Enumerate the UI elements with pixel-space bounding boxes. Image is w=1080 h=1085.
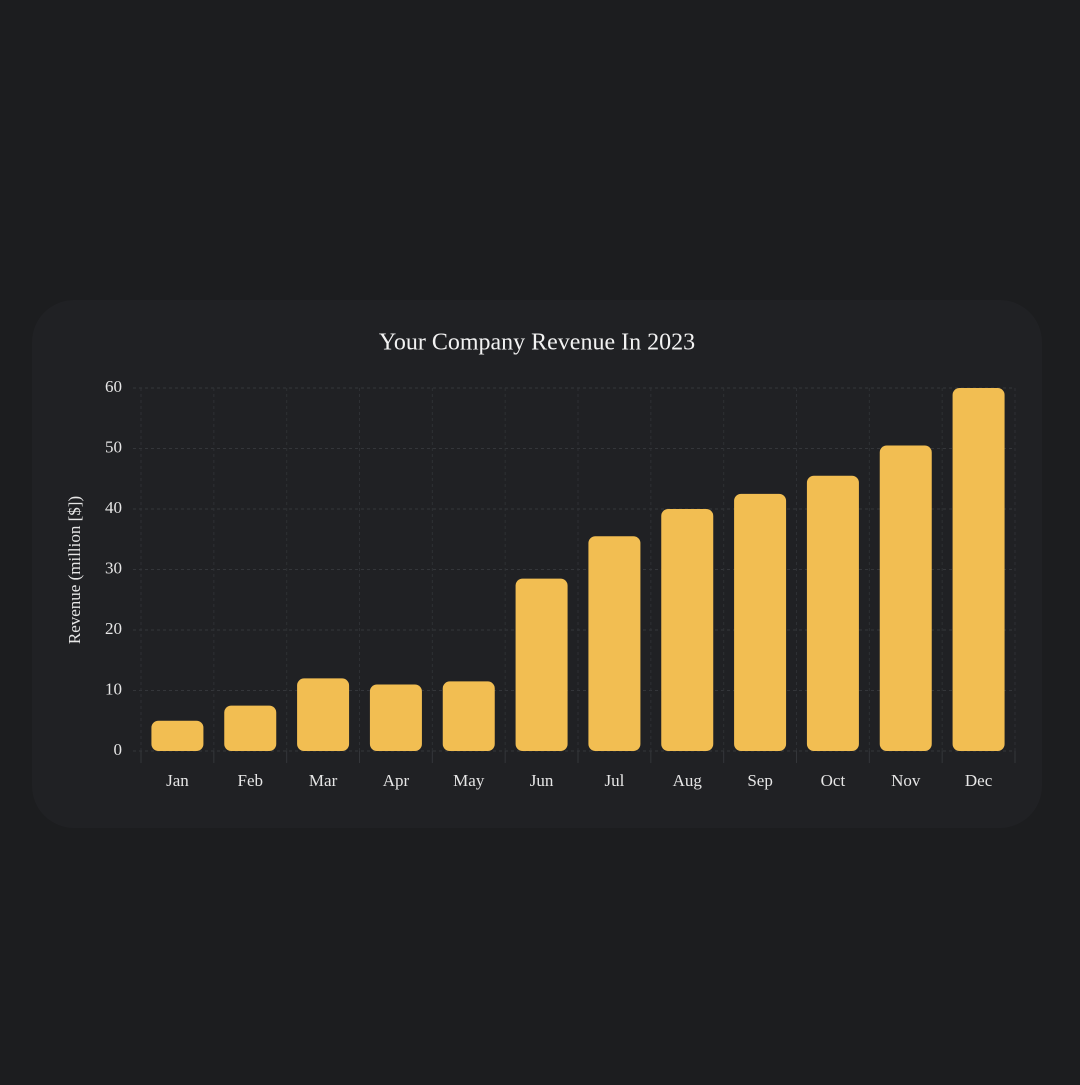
x-tick-label: Aug <box>673 771 703 790</box>
x-tick-label: Jul <box>604 771 624 790</box>
x-tick-label: Jan <box>166 771 189 790</box>
y-tick-label: 50 <box>105 437 122 456</box>
bar <box>661 509 714 751</box>
y-axis-title: Revenue (million [$]) <box>65 496 84 644</box>
x-tick-label: Oct <box>821 771 846 790</box>
bar <box>369 684 422 751</box>
bar <box>806 475 859 751</box>
y-tick-label: 10 <box>105 679 122 698</box>
chart-title: Your Company Revenue In 2023 <box>379 330 695 356</box>
x-tick-label: Mar <box>309 771 338 790</box>
x-tick-label: Feb <box>238 771 264 790</box>
x-tick-label: Dec <box>965 771 993 790</box>
y-tick-label: 20 <box>105 619 122 638</box>
bar <box>588 536 641 751</box>
y-tick-label: 60 <box>105 377 122 396</box>
x-tick-label: Jun <box>530 771 554 790</box>
y-tick-label: 30 <box>105 558 122 577</box>
bar <box>442 681 495 751</box>
bar <box>734 493 787 751</box>
x-tick-label: Sep <box>747 771 773 790</box>
bar <box>151 720 204 751</box>
card <box>32 300 1042 828</box>
y-tick-label: 0 <box>114 740 123 759</box>
x-tick-label: May <box>453 771 485 790</box>
bar <box>879 445 932 751</box>
bar <box>297 678 350 751</box>
y-tick-label: 40 <box>105 498 122 517</box>
x-tick-label: Nov <box>891 771 921 790</box>
bar <box>515 578 568 751</box>
bar <box>224 705 277 751</box>
x-tick-label: Apr <box>383 771 410 790</box>
bar <box>952 388 1005 751</box>
